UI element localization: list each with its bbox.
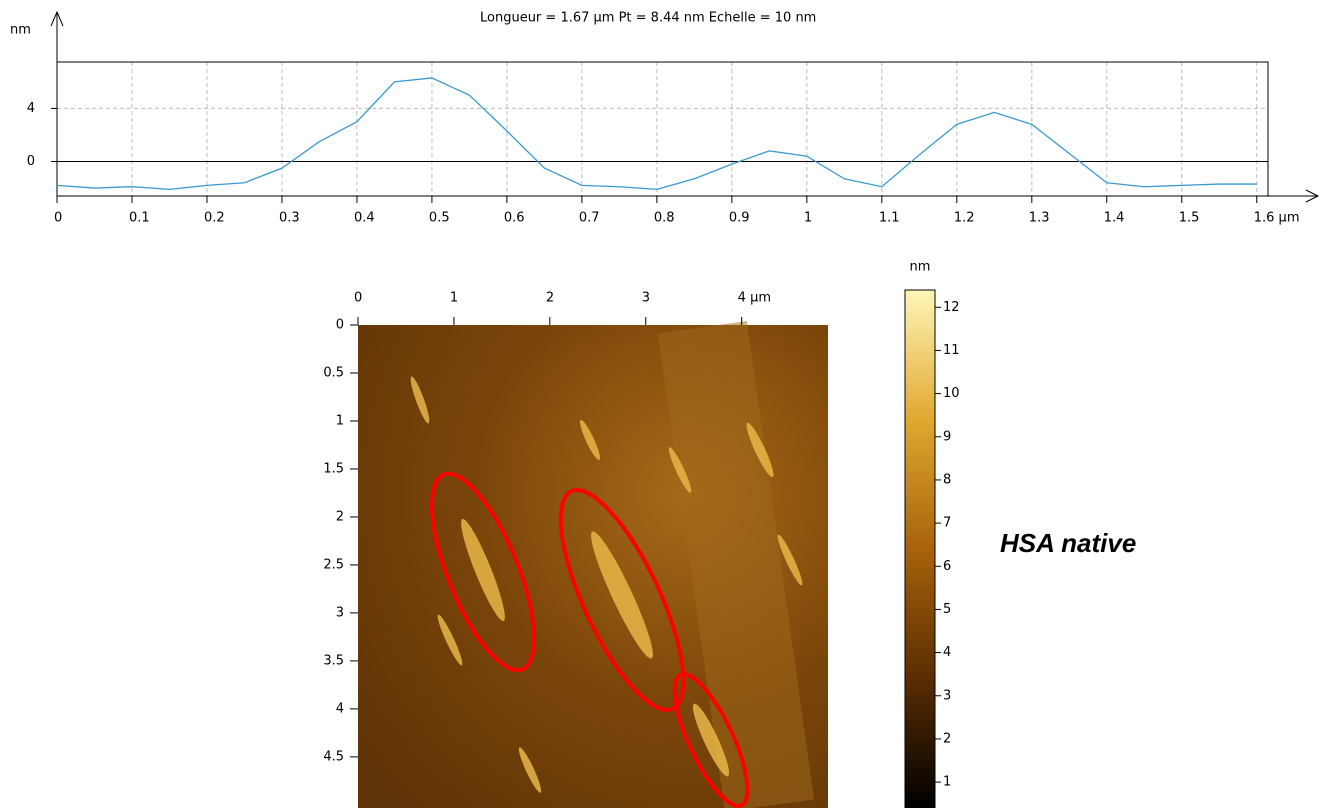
x-tick-label: 0 xyxy=(354,291,362,306)
colorbar xyxy=(904,289,936,808)
colorbar-tick-label: 12 xyxy=(943,300,960,315)
x-tick-label: 4 µm xyxy=(738,291,771,306)
x-tick-label: 1.1 xyxy=(879,211,900,226)
y-tick-label: 2.5 xyxy=(323,557,344,572)
y-tick-label: 1.5 xyxy=(323,461,344,476)
colorbar-tick-label: 2 xyxy=(943,731,951,746)
x-tick-label: 0.8 xyxy=(654,211,675,226)
colorbar-tick-label: 10 xyxy=(943,386,960,401)
frame xyxy=(57,61,1269,196)
profile-title: Longueur = 1.67 µm Pt = 8.44 nm Echelle … xyxy=(480,11,816,26)
x-tick-label: 1.6 µm xyxy=(1254,211,1300,226)
y-tick-label: 0 xyxy=(336,318,344,333)
colorbar-tick-label: 4 xyxy=(943,645,951,660)
x-tick-label: 0.6 xyxy=(504,211,525,226)
x-tick-label: 2 xyxy=(546,291,554,306)
y-tick-label: 4 xyxy=(27,101,35,116)
x-tick-label: 1.3 xyxy=(1029,211,1050,226)
x-tick-label: 0.9 xyxy=(729,211,750,226)
y-axis-label: nm xyxy=(10,23,31,38)
y-tick-label: 2 xyxy=(336,509,344,524)
x-tick-label: 1.4 xyxy=(1104,211,1125,226)
x-tick-label: 0.7 xyxy=(579,211,600,226)
x-tick-label: 0.3 xyxy=(279,211,300,226)
x-tick-label: 0.4 xyxy=(354,211,375,226)
y-tick-label: 0.5 xyxy=(323,365,344,380)
annotation: HSA native xyxy=(1000,528,1136,558)
colorbar-tick-label: 11 xyxy=(943,343,960,358)
y-tick-label: 0 xyxy=(27,154,35,169)
x-tick-label: 1.5 xyxy=(1179,211,1200,226)
y-tick-label: 4 xyxy=(336,701,344,716)
colorbar-tick-label: 1 xyxy=(943,775,951,790)
x-tick-label: 1.2 xyxy=(954,211,975,226)
x-axis xyxy=(57,189,1320,203)
colorbar-tick-label: 9 xyxy=(943,429,951,444)
profile-line xyxy=(56,77,1257,191)
x-tick-label: 0.2 xyxy=(204,211,225,226)
y-tick-label: 3.5 xyxy=(323,653,344,668)
afm-image xyxy=(358,321,828,808)
x-tick-label: 1 xyxy=(804,211,812,226)
colorbar-label: nm xyxy=(910,260,931,275)
y-tick-label: 1 xyxy=(336,413,344,428)
x-tick-label: 0.1 xyxy=(129,211,150,226)
y-tick-label: 3 xyxy=(336,605,344,620)
x-tick-label: 0.5 xyxy=(429,211,450,226)
colorbar-tick-label: 3 xyxy=(943,688,951,703)
colorbar-tick-label: 7 xyxy=(943,516,951,531)
colorbar-tick-label: 5 xyxy=(943,602,951,617)
y-axis xyxy=(50,10,64,196)
colorbar-tick-label: 6 xyxy=(943,559,951,574)
x-tick-label: 1 xyxy=(450,291,458,306)
x-tick-label: 0 xyxy=(54,211,62,226)
y-tick-label: 4.5 xyxy=(323,749,344,764)
colorbar-tick-label: 8 xyxy=(943,472,951,487)
x-tick-label: 3 xyxy=(642,291,650,306)
